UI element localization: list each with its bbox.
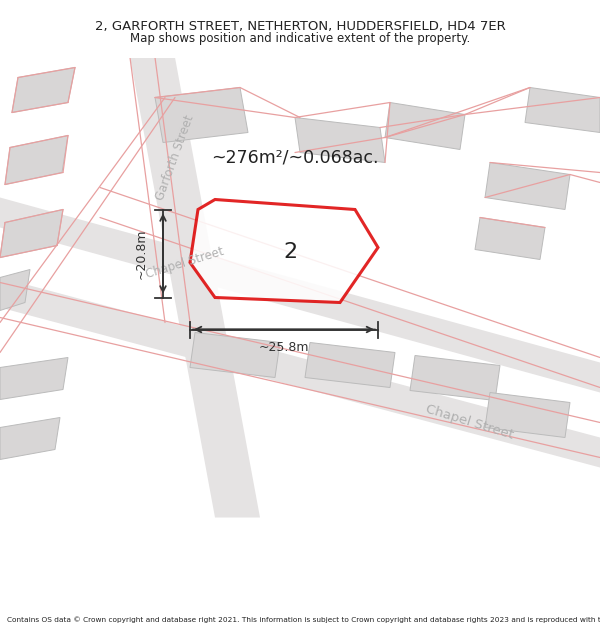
Polygon shape: [130, 58, 260, 518]
Polygon shape: [0, 209, 63, 258]
Polygon shape: [485, 392, 570, 438]
Polygon shape: [295, 118, 385, 162]
Polygon shape: [12, 68, 75, 112]
Polygon shape: [0, 357, 68, 399]
Polygon shape: [155, 88, 248, 142]
Polygon shape: [525, 88, 600, 132]
Polygon shape: [0, 418, 60, 459]
Text: ~25.8m: ~25.8m: [259, 341, 309, 354]
Polygon shape: [190, 199, 378, 302]
Polygon shape: [410, 356, 500, 401]
Polygon shape: [5, 136, 68, 184]
Polygon shape: [0, 269, 30, 311]
Text: ~20.8m: ~20.8m: [134, 228, 148, 279]
Text: Contains OS data © Crown copyright and database right 2021. This information is : Contains OS data © Crown copyright and d…: [7, 617, 600, 624]
Text: Garforth Street: Garforth Street: [154, 113, 196, 202]
Text: Chapel Street: Chapel Street: [424, 403, 515, 442]
Text: 2: 2: [283, 242, 297, 262]
Polygon shape: [475, 217, 545, 259]
Polygon shape: [305, 342, 395, 388]
Polygon shape: [385, 102, 465, 149]
Text: Map shows position and indicative extent of the property.: Map shows position and indicative extent…: [130, 32, 470, 45]
Text: Chapel Street: Chapel Street: [145, 244, 226, 281]
Polygon shape: [190, 332, 280, 378]
Polygon shape: [0, 278, 600, 468]
Polygon shape: [485, 162, 570, 209]
Polygon shape: [0, 198, 600, 392]
Text: 2, GARFORTH STREET, NETHERTON, HUDDERSFIELD, HD4 7ER: 2, GARFORTH STREET, NETHERTON, HUDDERSFI…: [95, 20, 505, 32]
Text: ~276m²/~0.068ac.: ~276m²/~0.068ac.: [211, 149, 379, 166]
